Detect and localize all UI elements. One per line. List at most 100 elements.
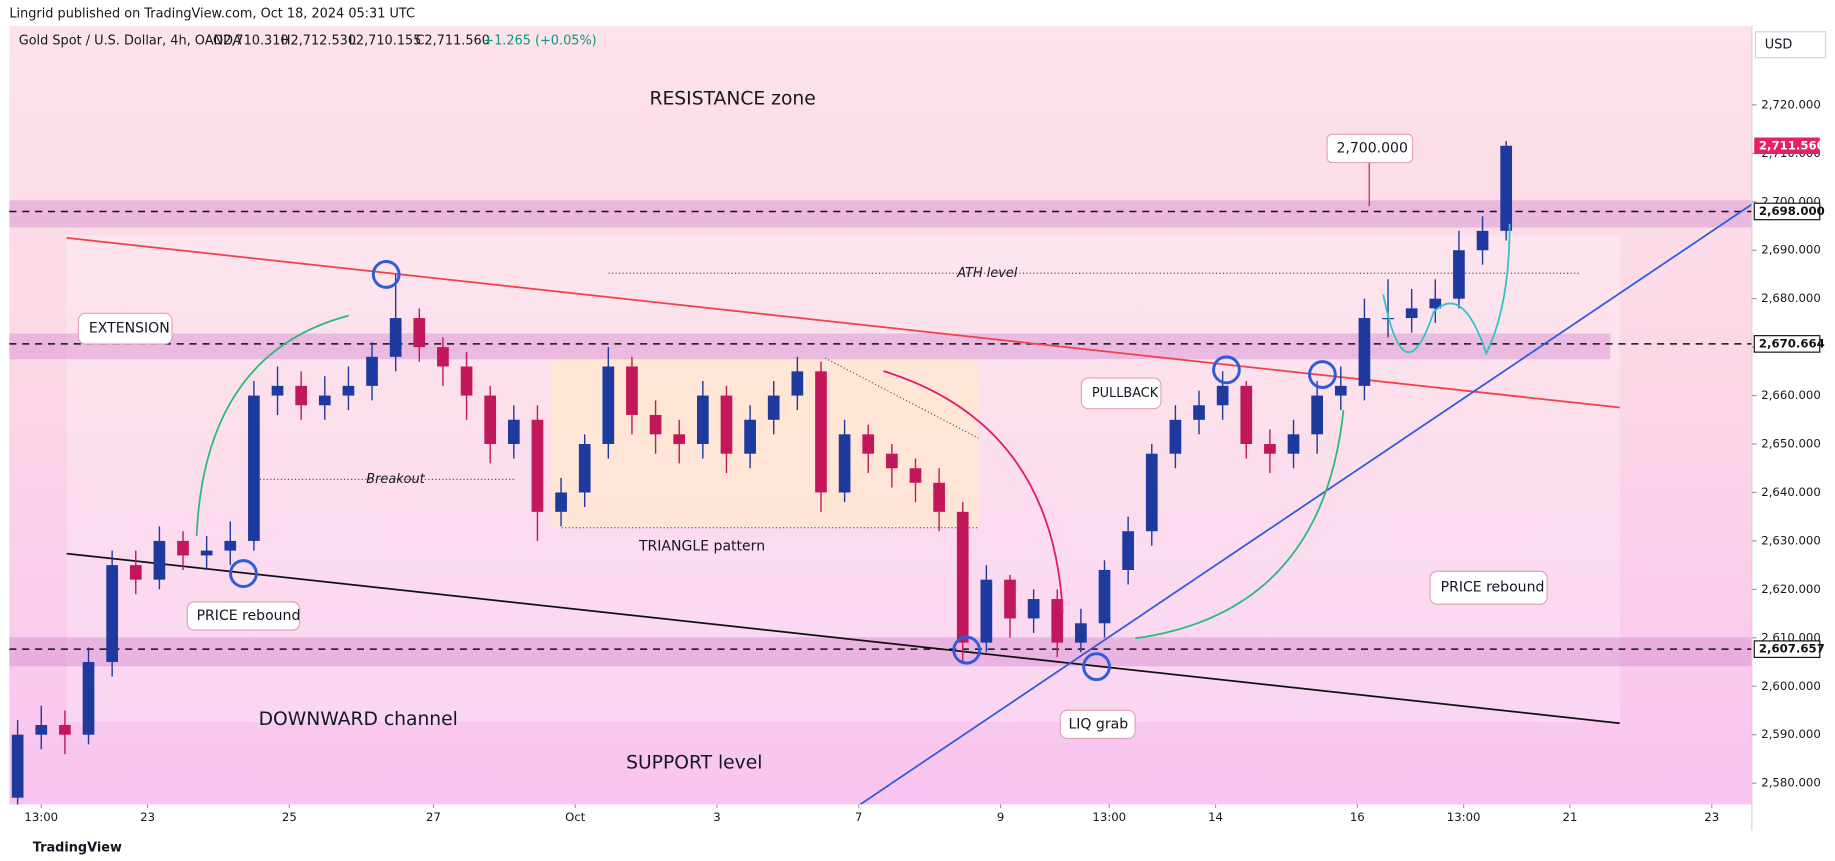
triangle-area (551, 358, 979, 528)
candle-body (1098, 569, 1111, 624)
trend-line (66, 552, 1620, 725)
price-tag-label: 2,670.664 (1759, 336, 1825, 350)
candle-body (909, 468, 922, 483)
label-box (77, 312, 173, 345)
candle-body (413, 318, 426, 348)
candle-body (696, 395, 709, 445)
candle-body (129, 565, 142, 580)
candle-body (933, 482, 945, 512)
x-tick-label: 14 (1208, 810, 1223, 824)
candle-body (531, 419, 544, 512)
last-price-tag (1754, 137, 1820, 155)
candle-body (862, 434, 875, 454)
candle-body (1405, 308, 1418, 319)
candle-body (106, 565, 118, 663)
y-tick-label: 2,650.000 (1761, 436, 1821, 450)
annotation: TRIANGLE pattern (638, 538, 765, 554)
candle-body (1075, 623, 1087, 643)
candle-body (838, 434, 851, 493)
annotation: DOWNWARD channel (259, 709, 458, 730)
candle-body (1027, 599, 1040, 619)
candle-body (1476, 230, 1489, 251)
candle-body (389, 318, 402, 357)
candle-body (555, 492, 567, 512)
annotation: PRICE rebound (1441, 580, 1545, 596)
annotation: SUPPORT level (626, 753, 762, 774)
publisher: Lingrid published on TradingView.com, Oc… (9, 7, 415, 22)
candle-body (1311, 395, 1324, 435)
price-tag (1753, 202, 1821, 221)
annotation: EXTENSION (89, 321, 170, 337)
candle-body (248, 395, 260, 541)
annotation: ATH level (956, 266, 1017, 281)
candle-body (271, 385, 284, 396)
x-tick-label: 13:00 (1092, 810, 1126, 824)
x-tick-label: 13:00 (1447, 810, 1481, 824)
candle-body (342, 385, 355, 396)
candle-body (1216, 385, 1229, 406)
x-tick-label: 21 (1563, 810, 1578, 824)
ohlc: O2,710.310 (213, 34, 289, 49)
candle-body (673, 434, 686, 445)
last-price-label: 2,711.560 (1759, 138, 1825, 152)
y-tick-label: 2,660.000 (1761, 388, 1821, 402)
candle-body (295, 385, 308, 406)
label-box (1326, 133, 1414, 164)
arrow (883, 370, 1064, 613)
candle-body (649, 414, 662, 435)
y-tick-label: 2,600.000 (1761, 679, 1821, 693)
candle-body (720, 395, 733, 454)
price-tag-label: 2,698.000 (1759, 204, 1825, 218)
candle-body (744, 419, 756, 454)
candle-body (484, 395, 497, 445)
x-tick-label: 23 (1704, 810, 1719, 824)
annotation: Breakout (366, 472, 425, 487)
annotation: RESISTANCE zone (650, 88, 816, 109)
x-tick-label: 13:00 (24, 810, 58, 824)
y-tick-label: 2,620.000 (1761, 582, 1821, 596)
x-axis-bg (9, 804, 1752, 831)
arrow (1135, 409, 1345, 640)
x-tick-label: 3 (713, 810, 720, 824)
candle-body (1358, 318, 1371, 386)
label-box (1429, 570, 1548, 605)
label-box (1059, 709, 1136, 740)
price-tag (1753, 335, 1821, 353)
candle-body (1004, 579, 1016, 619)
trend-line (859, 147, 1835, 806)
candle-body (602, 366, 615, 445)
label-box (186, 601, 301, 631)
candle-body (1169, 419, 1182, 454)
candle-body (59, 725, 71, 735)
candle-body (815, 371, 827, 493)
candle-body (1334, 385, 1347, 396)
candle-body (460, 366, 473, 396)
y-tick-label: 2,720.000 (1761, 97, 1821, 111)
candle-body (224, 540, 237, 551)
candle-body (82, 662, 95, 735)
arrow (1382, 223, 1511, 356)
candle-body (1193, 405, 1205, 420)
candle-body (366, 356, 378, 386)
x-tick-label: 25 (282, 810, 297, 824)
y-axis-bg (1751, 25, 1835, 831)
zone (9, 200, 1752, 228)
candle-body (11, 734, 24, 798)
footer: TradingView (33, 841, 122, 856)
candle-body (886, 453, 898, 469)
y-tick-label: 2,630.000 (1761, 533, 1821, 547)
candle-body (35, 725, 48, 735)
y-tick-label: 2,640.000 (1761, 485, 1821, 499)
y-tick-label: 2,690.000 (1761, 243, 1821, 257)
x-tick-label: 16 (1350, 810, 1365, 824)
change: +1.265 (+0.05%) (483, 34, 596, 49)
x-tick-label: Oct (565, 810, 586, 824)
candle-body (1051, 599, 1064, 643)
candle-body (200, 550, 213, 556)
candle-body (437, 347, 449, 367)
ohlc: C2,711.560 (415, 34, 489, 49)
arrow (195, 314, 349, 536)
candle-body (1145, 453, 1158, 532)
